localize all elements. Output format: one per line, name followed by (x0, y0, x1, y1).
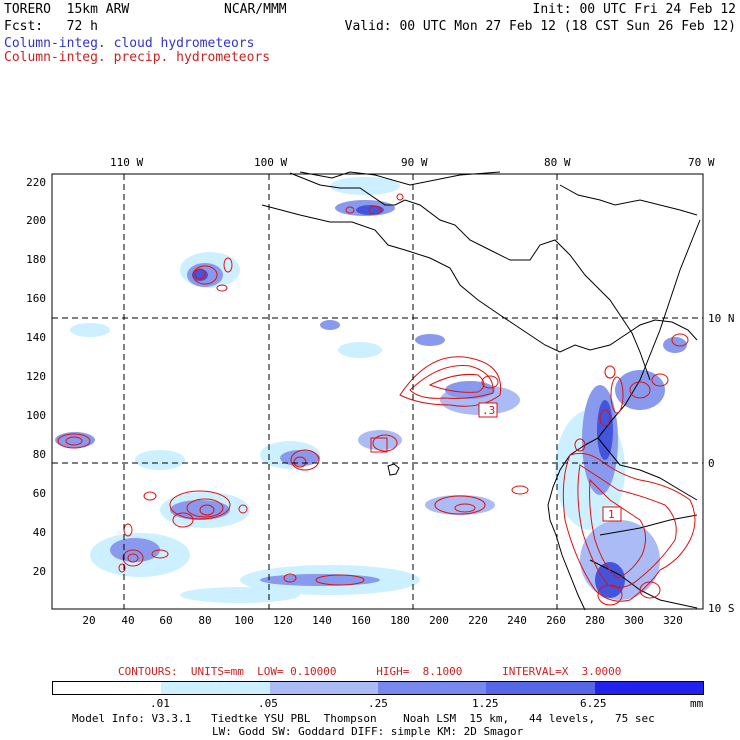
model-info-line1: Model Info: V3.3.1 Tiedtke YSU PBL Thomp… (72, 712, 655, 725)
lon-label-80w: 80 W (544, 156, 571, 169)
lon-label-70w: 70 W (688, 156, 715, 169)
x-tick: 60 (159, 614, 172, 627)
lat-label-10s: 10 S (708, 602, 735, 615)
y-tick: 40 (33, 526, 46, 539)
colorbar-segment (269, 682, 378, 694)
x-tick: 260 (546, 614, 566, 627)
y-tick: 200 (26, 214, 46, 227)
contour-label-1: 1 (608, 508, 615, 521)
model-info-line2: LW: Godd SW: Goddard DIFF: simple KM: 2D… (212, 725, 524, 738)
colorbar-label: 6.25 (580, 697, 607, 710)
colorbar-label: .01 (150, 697, 170, 710)
forecast-hour: Fcst: 72 h (4, 19, 98, 34)
model-name: TORERO 15km ARW (4, 2, 130, 17)
x-tick: 320 (663, 614, 683, 627)
colorbar-label: .05 (258, 697, 278, 710)
lon-label-90w: 90 W (401, 156, 428, 169)
x-tick: 140 (312, 614, 332, 627)
x-tick: 220 (468, 614, 488, 627)
x-tick: 280 (585, 614, 605, 627)
init-time: Init: 00 UTC Fri 24 Feb 12 (532, 2, 737, 17)
colorbar-segment (161, 682, 270, 694)
x-tick: 160 (351, 614, 371, 627)
colorbar-label: 1.25 (472, 697, 499, 710)
y-tick: 20 (33, 565, 46, 578)
colorbar-segment (486, 682, 595, 694)
valid-time: Valid: 00 UTC Mon 27 Feb 12 (18 CST Sun … (344, 19, 736, 34)
x-tick: 200 (429, 614, 449, 627)
x-tick: 100 (234, 614, 254, 627)
y-tick: 220 (26, 176, 46, 189)
y-tick: 60 (33, 487, 46, 500)
forecast-map: .3 1 110 W 100 W 90 W 80 W 70 W 10 N 0 1… (26, 156, 735, 627)
contour-info: CONTOURS: UNITS=mm LOW= 0.10000 HIGH= 8.… (118, 665, 622, 678)
lat-lon-grid (52, 174, 703, 609)
y-tick: 100 (26, 409, 46, 422)
x-tick: 300 (624, 614, 644, 627)
precip-field-label: Column-integ. precip. hydrometeors (4, 50, 271, 65)
y-tick: 180 (26, 253, 46, 266)
y-tick: 160 (26, 292, 46, 305)
colorbar-segment (377, 682, 487, 694)
x-tick: 80 (198, 614, 211, 627)
y-tick: 140 (26, 331, 46, 344)
x-tick: 120 (273, 614, 293, 627)
y-tick: 80 (33, 448, 46, 461)
contour-label-03: .3 (482, 404, 495, 417)
map-frame (51, 173, 704, 610)
colorbar-segment (594, 682, 703, 694)
colorbar-label: .25 (368, 697, 388, 710)
lat-label-0: 0 (708, 457, 715, 470)
x-tick: 180 (390, 614, 410, 627)
lon-label-110w: 110 W (110, 156, 143, 169)
contour-label-boxes (370, 402, 622, 522)
colorbar (52, 681, 704, 695)
lon-label-100w: 100 W (254, 156, 287, 169)
cloud-field-label: Column-integ. cloud hydrometeors (4, 36, 255, 51)
x-tick: 20 (82, 614, 95, 627)
x-tick: 240 (507, 614, 527, 627)
lat-label-10n: 10 N (708, 312, 735, 325)
colorbar-unit: mm (690, 697, 704, 710)
colorbar-segment (53, 682, 162, 694)
y-tick: 120 (26, 370, 46, 383)
cloud-shading (55, 177, 687, 603)
x-tick: 40 (121, 614, 134, 627)
organization: NCAR/MMM (224, 2, 287, 17)
